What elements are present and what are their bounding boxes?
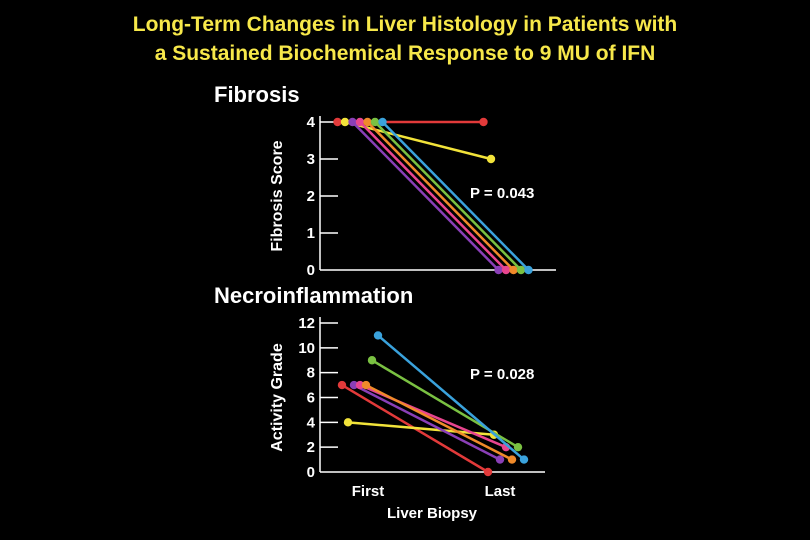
necro-y-tick-label: 4 <box>307 414 316 431</box>
necro-series-line <box>353 383 501 461</box>
necro-data-point-first <box>361 380 371 390</box>
fibrosis-series-line <box>374 121 522 271</box>
necro-data-point-last <box>495 455 505 464</box>
fibrosis-data-point-last <box>486 154 496 164</box>
fibrosis-y-tick-label: 0 <box>307 262 315 279</box>
fibrosis-y-tick-label: 4 <box>307 114 316 131</box>
x-axis-title: Liver Biopsy <box>387 505 478 522</box>
necro-data-point-last <box>519 455 529 464</box>
necro-data-point-first <box>355 380 365 390</box>
fibrosis-series-line <box>359 121 507 271</box>
fibrosis-y-tick-label: 1 <box>307 225 315 242</box>
necro-series-line <box>377 334 525 461</box>
fibrosis-data-point-last <box>509 265 518 275</box>
fibrosis-series-line <box>344 120 492 161</box>
necro-data-point-last <box>483 467 493 477</box>
fibrosis-series-line <box>351 121 500 271</box>
necro-y-tick-label: 0 <box>307 464 315 481</box>
necro-y-tick-label: 8 <box>307 365 315 382</box>
fibrosis-data-point-first <box>348 117 357 127</box>
necro-data-point-last <box>507 455 517 464</box>
necro-data-point-first <box>373 331 383 340</box>
fibrosis-data-point-first <box>370 117 380 127</box>
fibrosis-data-point-last <box>524 265 533 275</box>
necro-data-point-first <box>337 380 347 390</box>
fibrosis-data-point-last <box>501 265 511 275</box>
necro-data-point-first <box>349 380 359 390</box>
x-tick-label-first: First <box>352 483 385 500</box>
fibrosis-data-point-first <box>333 117 342 127</box>
fibrosis-y-tick-label: 2 <box>307 188 315 205</box>
fibrosis-p-value: P = 0.043 <box>470 185 534 202</box>
necro-y-tick-label: 12 <box>298 315 315 332</box>
necro-y-tick-label: 6 <box>307 390 315 407</box>
necro-series-line <box>365 383 513 461</box>
fibrosis-data-point-last <box>494 265 503 275</box>
fibrosis-data-point-last <box>516 265 526 275</box>
necro-data-point-first <box>367 356 377 365</box>
necro-data-point-first <box>343 418 353 427</box>
chart-title-line1: Long-Term Changes in Liver Histology in … <box>132 13 678 36</box>
necro-panel-title: Necroinflammation <box>214 283 414 308</box>
fibrosis-data-point-first <box>363 117 372 127</box>
fibrosis-data-point-last <box>479 117 488 127</box>
fibrosis-y-axis-title: Fibrosis Score <box>269 140 286 251</box>
necro-p-value: P = 0.028 <box>470 366 534 383</box>
necro-y-tick-label: 2 <box>307 439 315 456</box>
fibrosis-series-line <box>366 121 515 271</box>
fibrosis-panel-title: Fibrosis <box>214 82 300 107</box>
necro-data-point-last <box>513 442 523 452</box>
fibrosis-data-point-first <box>340 117 350 127</box>
fibrosis-series-line <box>381 121 530 271</box>
x-tick-label-last: Last <box>485 483 516 500</box>
fibrosis-data-point-first <box>378 117 387 127</box>
fibrosis-y-tick-label: 3 <box>307 151 315 168</box>
necro-y-axis-title: Activity Grade <box>269 343 286 452</box>
chart-title-line2: a Sustained Biochemical Response to 9 MU… <box>154 42 656 65</box>
necro-y-tick-label: 10 <box>298 340 315 357</box>
fibrosis-data-point-first <box>355 117 365 127</box>
